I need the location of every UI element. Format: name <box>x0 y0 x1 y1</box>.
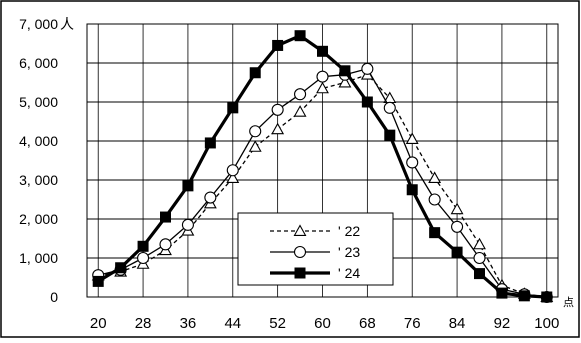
x-tick-label: 76 <box>404 315 421 332</box>
data-point-triangle <box>248 140 262 152</box>
data-point-square <box>182 180 194 192</box>
legend-items: ' 22 ' 23 ' 24 <box>270 223 360 281</box>
series-2 <box>92 30 553 303</box>
legend: ' 22 ' 23 ' 24 <box>237 212 394 286</box>
data-point-triangle <box>338 75 352 88</box>
x-tick-label: 100 <box>534 315 559 332</box>
x-tick-label: 36 <box>180 315 197 332</box>
data-point-square <box>361 96 373 108</box>
data-point-circle <box>294 88 307 101</box>
y-tick-label: 6, 000 <box>19 55 58 71</box>
data-point-circle <box>271 103 284 116</box>
data-point-circle <box>159 238 172 251</box>
data-point-square <box>474 268 485 280</box>
data-point-triangle <box>450 202 464 215</box>
data-point-triangle <box>271 122 285 135</box>
y-axis-ticks: 0 1, 000 2, 000 3, 000 4, 000 5, 000 6, 000 7, … <box>19 16 58 305</box>
data-point-square <box>496 287 508 299</box>
y-tick-label: 2, 000 <box>19 211 58 227</box>
data-point-square <box>451 246 463 258</box>
data-point-square <box>137 240 149 252</box>
data-point-square <box>339 65 351 77</box>
data-point-circle <box>383 101 396 114</box>
data-point-circle <box>406 156 419 169</box>
data-point-square <box>204 137 216 149</box>
x-tick-label: 52 <box>269 315 286 332</box>
data-point-triangle <box>428 171 442 183</box>
x-tick-label: 20 <box>90 315 107 332</box>
y-axis-unit: 人 <box>60 16 74 32</box>
data-point-square <box>518 290 530 302</box>
y-tick-label: 1, 000 <box>19 250 58 266</box>
data-point-square <box>115 262 127 274</box>
data-point-triangle <box>226 171 240 183</box>
x-tick-label: 28 <box>135 315 152 332</box>
x-tick-label: 68 <box>359 315 376 332</box>
legend-label: ' 24 <box>338 265 360 281</box>
data-point-square <box>92 275 104 287</box>
x-axis-ticks: 20 28 36 44 52 60 68 76 84 92 100 <box>90 315 559 332</box>
data-point-circle <box>181 218 194 231</box>
series-group <box>91 30 554 304</box>
data-point-square <box>160 211 171 223</box>
data-point-circle <box>226 164 239 177</box>
y-tick-label: 7, 000 <box>19 16 58 32</box>
data-point-square <box>249 67 261 79</box>
data-point-circle <box>361 62 374 75</box>
y-tick-label: 4, 000 <box>19 133 58 149</box>
data-point-triangle <box>405 132 419 144</box>
data-point-circle <box>204 191 217 204</box>
data-point-square <box>294 30 306 42</box>
data-point-circle <box>428 193 441 206</box>
y-tick-label: 5, 000 <box>19 94 58 110</box>
data-point-circle <box>293 245 307 259</box>
data-point-circle <box>451 220 464 233</box>
data-point-triangle <box>473 237 486 250</box>
data-point-square <box>294 267 306 279</box>
data-point-circle <box>137 251 150 265</box>
data-point-circle <box>473 251 486 265</box>
x-tick-label: 44 <box>224 315 241 332</box>
legend-label: ' 22 <box>338 223 360 239</box>
x-tick-label: 60 <box>314 315 331 332</box>
data-point-circle <box>316 70 329 83</box>
data-point-triangle <box>316 81 329 94</box>
data-point-square <box>317 45 328 57</box>
x-tick-label: 84 <box>449 315 466 332</box>
y-tick-label: 0 <box>50 289 58 305</box>
x-axis-unit: 点 <box>563 296 574 309</box>
data-point-square <box>227 102 239 114</box>
data-point-square <box>384 129 396 141</box>
data-point-square <box>406 184 418 196</box>
data-point-square <box>272 39 284 51</box>
legend-box <box>237 212 394 286</box>
data-point-square <box>429 227 441 239</box>
data-point-triangle <box>293 105 307 117</box>
data-point-square <box>541 291 553 303</box>
legend-label: ' 23 <box>338 244 360 260</box>
x-tick-label: 92 <box>494 315 511 332</box>
data-point-triangle <box>293 224 307 236</box>
data-point-circle <box>249 125 262 138</box>
y-tick-label: 3, 000 <box>19 172 58 188</box>
